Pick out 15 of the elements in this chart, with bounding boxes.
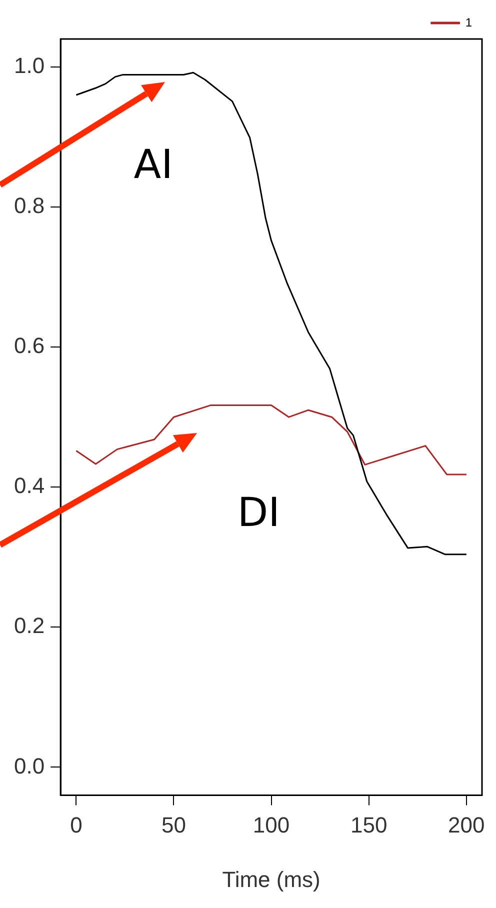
x-tick-label: 200 [448,812,485,838]
x-tick-label: 0 [70,812,82,838]
y-tick-label: 1.0 [14,53,45,78]
annotation: AI [134,142,173,188]
x-tick-label: 50 [162,812,186,838]
annotation: DI [237,490,280,536]
y-tick-label: 0.8 [14,193,45,218]
y-tick-label: 0.6 [14,333,45,358]
x-tick-label: 150 [350,812,388,838]
legend-label: 1 [465,15,472,30]
y-tick-label: 0.4 [14,473,45,498]
x-axis-title: Time (ms) [222,866,320,892]
y-tick-label: 0.2 [14,613,45,638]
x-tick-label: 100 [252,812,290,838]
y-tick-label: 0.0 [14,753,45,778]
